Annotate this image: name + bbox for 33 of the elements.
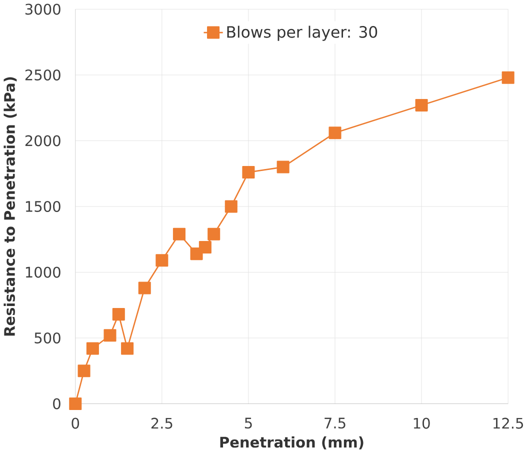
point — [208, 228, 220, 240]
point — [172, 228, 186, 240]
point — [86, 342, 99, 355]
point — [156, 254, 168, 267]
y-axis-title: Resistance to Penetration (kPa) — [4, 77, 17, 336]
y-tick-label: 3000 — [25, 4, 60, 15]
x-tick-label: 2.5 — [151, 418, 172, 429]
x-tick-label: 5 — [244, 418, 252, 429]
x-tick-label: 0 — [72, 418, 80, 429]
x-tick-label: 12.5 — [493, 418, 523, 429]
point — [69, 397, 82, 410]
point — [224, 200, 238, 213]
point — [328, 126, 342, 140]
point — [112, 308, 125, 321]
point — [78, 364, 90, 378]
point — [138, 282, 151, 294]
point — [502, 71, 514, 84]
y-tick-label: 1000 — [26, 266, 60, 278]
point — [104, 329, 116, 342]
y-tick-label: 2500 — [25, 69, 60, 80]
point — [121, 342, 134, 355]
legend-label: Blows per layer: 30 — [227, 26, 378, 41]
y-tick-label: 0 — [53, 398, 60, 410]
x-axis-title: Penetration (mm) — [220, 436, 364, 450]
x-tick-label: 7.5 — [324, 418, 346, 429]
x-tick-label: 10 — [414, 418, 430, 429]
y-tick-label: 500 — [34, 332, 60, 344]
point — [415, 98, 428, 112]
point — [198, 240, 212, 254]
point — [242, 166, 255, 178]
point — [276, 160, 290, 174]
y-tick-label: 2000 — [25, 135, 60, 146]
y-tick-label: 1500 — [26, 200, 60, 212]
